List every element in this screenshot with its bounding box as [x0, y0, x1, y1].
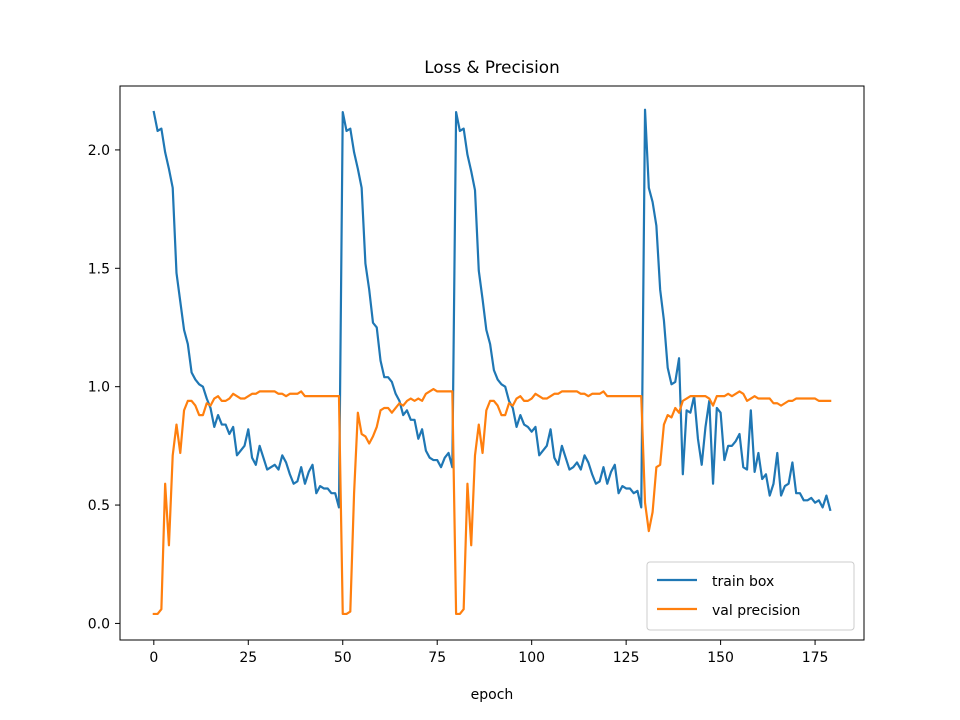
- y-tick-label: 1.0: [88, 380, 110, 396]
- legend-box: [646, 561, 855, 631]
- y-tick-label: 2.0: [88, 143, 110, 159]
- x-tick-label: 50: [334, 650, 352, 666]
- y-tick-label: 0.0: [88, 616, 110, 632]
- y-tick-label: 1.5: [88, 261, 110, 277]
- x-tick-label: 125: [613, 650, 640, 666]
- x-tick-label: 100: [518, 650, 545, 666]
- x-tick-label: 75: [428, 650, 446, 666]
- x-axis-ticks: 0 25 50 75 100 125 150 175: [149, 640, 828, 666]
- x-tick-label: 150: [707, 650, 734, 666]
- plot-area: [152, 108, 832, 616]
- y-axis-ticks: 0.0 0.5 1.0 1.5 2.0: [88, 143, 120, 632]
- series-layer: [152, 108, 832, 616]
- legend: train box val precision: [646, 561, 855, 631]
- x-tick-label: 25: [239, 650, 257, 666]
- series-line-train-box: [152, 108, 832, 512]
- x-tick-label: 175: [802, 650, 829, 666]
- legend-label-train-box: train box: [712, 574, 774, 590]
- plot-frame: [119, 85, 865, 641]
- legend-label-val-precision: val precision: [712, 603, 800, 619]
- x-axis-label: epoch: [471, 687, 514, 703]
- x-tick-label: 0: [149, 650, 158, 666]
- chart-title: Loss & Precision: [424, 57, 559, 77]
- series-line-val-precision: [152, 387, 832, 616]
- y-tick-label: 0.5: [88, 498, 110, 514]
